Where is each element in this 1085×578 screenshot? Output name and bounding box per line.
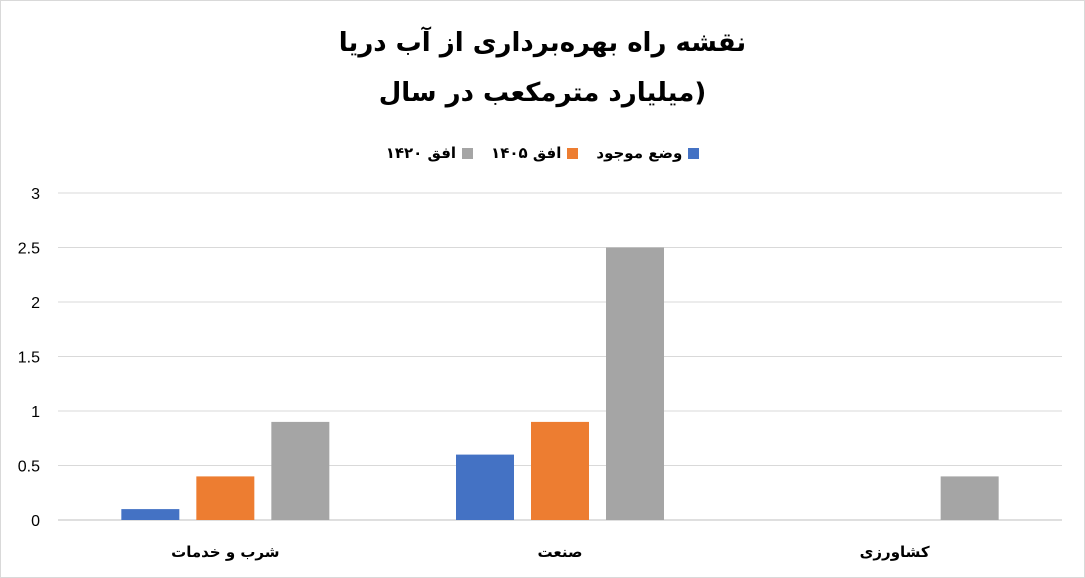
y-tick-label-0: 0 [31,513,40,530]
x-category-label-2: کشاورزی [860,543,930,561]
y-tick-label-5: 2.5 [18,241,40,258]
chart-title-line2: (میلیارد مترمکعب در سال [378,78,707,108]
bar-1-2 [606,247,664,520]
legend-swatch-1405 [567,147,579,159]
legend-item-1405: افق ۱۴۰۵ [491,144,579,162]
bar-0-0 [121,509,180,520]
legend-swatch-current [688,147,700,159]
chart-legend: وضع موجود افق ۱۴۰۵ افق ۱۴۲۰ [0,144,1085,162]
legend-label-1405: افق ۱۴۰۵ [491,144,562,162]
legend-item-current: وضع موجود [596,144,700,162]
y-tick-label-3: 1.5 [18,350,40,367]
bar-1-1 [531,421,589,520]
bar-2-2 [940,476,999,520]
bar-0-1 [196,476,255,520]
chart-title-line1: نقشه راه بهره‌برداری از آب دریا [338,28,747,58]
legend-label-1420: افق ۱۴۲۰ [385,144,457,162]
y-tick-label-1: 0.5 [18,459,40,476]
y-tick-label-2: 1 [31,404,40,421]
bar-0-2 [271,421,330,520]
y-tick-label-6: 3 [31,186,40,203]
legend-swatch-1420 [462,147,474,159]
x-category-label-1: صنعت [538,543,583,561]
legend-item-1420: افق ۱۴۲۰ [385,144,474,162]
x-category-label-0: شرب و خدمات [171,543,279,561]
y-tick-label-4: 2 [31,295,40,312]
legend-label-current: وضع موجود [596,144,683,162]
bar-1-0 [456,454,514,520]
